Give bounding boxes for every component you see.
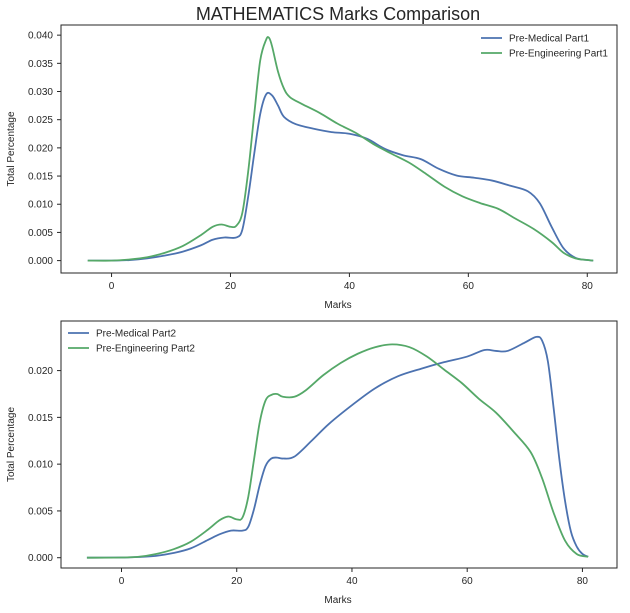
y-tick-label: 0.000 bbox=[28, 256, 53, 267]
legend-label: Pre-Engineering Part2 bbox=[96, 344, 195, 355]
y-tick-label: 0.035 bbox=[28, 59, 53, 70]
series-line-pre-engineering-part2 bbox=[86, 343, 589, 559]
y-tick-label: 0.015 bbox=[28, 172, 53, 183]
series-line-pre-medical-part1 bbox=[87, 91, 594, 262]
x-tick-label: 20 bbox=[225, 281, 237, 292]
series-line-pre-medical-part2 bbox=[86, 335, 589, 559]
y-tick-label: 0.005 bbox=[28, 506, 53, 517]
x-tick-label: 60 bbox=[463, 281, 475, 292]
x-axis-label: Marks bbox=[324, 595, 351, 606]
y-tick-label: 0.015 bbox=[28, 413, 53, 424]
upper-plot: 0 20 40 60 80 0.000 0.005 0.010 0.015 0.020 0.025 0… bbox=[6, 24, 618, 311]
y-axis-label: Total Percentage bbox=[6, 111, 17, 186]
y-tick-label: 0.020 bbox=[28, 366, 53, 377]
y-tick-label: 0.000 bbox=[28, 553, 53, 564]
chart-title: MATHEMATICS Marks Comparison bbox=[196, 4, 480, 24]
x-tick-label: 20 bbox=[231, 576, 243, 587]
y-tick-label: 0.010 bbox=[28, 200, 53, 211]
series-line-pre-engineering-part1 bbox=[87, 36, 594, 262]
x-tick-label: 40 bbox=[344, 281, 356, 292]
y-tick-label: 0.025 bbox=[28, 115, 53, 126]
y-axis-label: Total Percentage bbox=[6, 407, 17, 482]
legend-label: Pre-Medical Part1 bbox=[509, 34, 589, 45]
x-tick-label: 80 bbox=[582, 281, 594, 292]
x-tick-label: 80 bbox=[577, 576, 589, 587]
y-tick-label: 0.030 bbox=[28, 87, 53, 98]
x-tick-label: 0 bbox=[119, 576, 125, 587]
x-tick-label: 0 bbox=[109, 281, 115, 292]
legend-label: Pre-Engineering Part1 bbox=[509, 49, 608, 60]
y-tick-label: 0.005 bbox=[28, 228, 53, 239]
legend: Pre-Medical Part2 Pre-Engineering Part2 bbox=[68, 329, 195, 355]
plot-frame bbox=[60, 24, 618, 274]
legend-label: Pre-Medical Part2 bbox=[96, 329, 176, 340]
y-tick-label: 0.020 bbox=[28, 143, 53, 154]
x-tick-label: 40 bbox=[346, 576, 358, 587]
legend: Pre-Medical Part1 Pre-Engineering Part1 bbox=[481, 34, 608, 60]
x-tick-label: 60 bbox=[462, 576, 474, 587]
y-tick-label: 0.010 bbox=[28, 460, 53, 471]
x-axis-label: Marks bbox=[324, 300, 351, 311]
plot-frame bbox=[60, 320, 618, 569]
lower-plot: 0 20 40 60 80 0.000 0.005 0.010 0.015 0.020 Marks T… bbox=[6, 320, 618, 606]
y-tick-label: 0.040 bbox=[28, 31, 53, 42]
